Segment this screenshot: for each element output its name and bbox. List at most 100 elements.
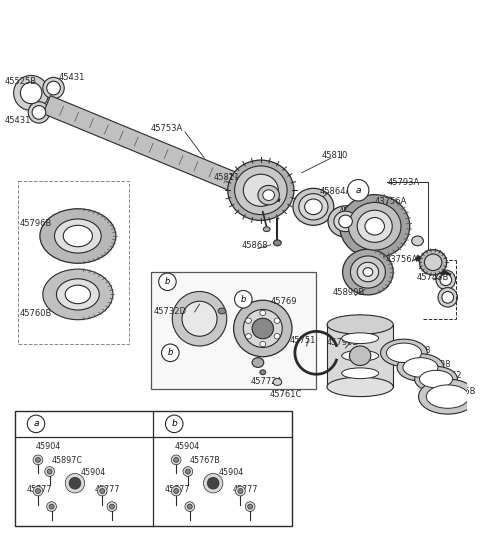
Ellipse shape — [97, 486, 107, 496]
Ellipse shape — [45, 467, 55, 477]
Text: 45904: 45904 — [174, 442, 200, 452]
Ellipse shape — [33, 455, 43, 465]
Ellipse shape — [174, 489, 179, 494]
Ellipse shape — [363, 268, 373, 276]
Ellipse shape — [21, 82, 42, 104]
Text: 45753A: 45753A — [151, 124, 183, 133]
Circle shape — [162, 344, 179, 361]
Ellipse shape — [49, 504, 54, 509]
Ellipse shape — [274, 334, 280, 339]
Circle shape — [235, 290, 252, 308]
Ellipse shape — [245, 502, 255, 512]
Text: 45904: 45904 — [36, 442, 61, 452]
Ellipse shape — [274, 240, 281, 246]
Ellipse shape — [252, 318, 274, 339]
Text: 45868: 45868 — [241, 241, 268, 250]
Ellipse shape — [438, 288, 457, 307]
Ellipse shape — [328, 206, 363, 237]
Ellipse shape — [172, 292, 227, 346]
Ellipse shape — [69, 477, 81, 489]
Ellipse shape — [28, 102, 49, 123]
Ellipse shape — [218, 308, 226, 314]
Ellipse shape — [334, 211, 357, 232]
Ellipse shape — [248, 504, 252, 509]
Text: 45777: 45777 — [26, 485, 52, 494]
Ellipse shape — [342, 333, 379, 343]
Ellipse shape — [436, 270, 456, 289]
Ellipse shape — [293, 188, 334, 225]
Text: 45636B: 45636B — [444, 387, 476, 396]
Ellipse shape — [182, 301, 217, 336]
Ellipse shape — [420, 370, 453, 388]
Text: a: a — [355, 186, 361, 195]
Ellipse shape — [386, 343, 421, 363]
Ellipse shape — [357, 262, 379, 282]
Polygon shape — [43, 96, 274, 206]
Bar — [327, 324, 393, 387]
Ellipse shape — [252, 358, 264, 367]
Text: 45743B: 45743B — [417, 273, 449, 282]
Bar — [14, 411, 292, 526]
Text: 45811: 45811 — [214, 173, 240, 182]
Text: a: a — [33, 419, 39, 429]
Text: 45732D: 45732D — [154, 307, 187, 316]
Ellipse shape — [424, 254, 442, 271]
Ellipse shape — [236, 486, 245, 496]
Ellipse shape — [43, 78, 64, 99]
Ellipse shape — [243, 174, 278, 206]
Text: 45772A: 45772A — [251, 377, 283, 386]
Ellipse shape — [234, 300, 292, 357]
Text: 45525B: 45525B — [5, 78, 37, 86]
Ellipse shape — [263, 227, 270, 232]
Ellipse shape — [357, 210, 392, 242]
Ellipse shape — [348, 203, 401, 250]
Ellipse shape — [55, 219, 101, 253]
Ellipse shape — [228, 160, 294, 221]
Ellipse shape — [47, 469, 52, 474]
Ellipse shape — [100, 489, 105, 494]
Bar — [17, 181, 130, 344]
Ellipse shape — [299, 194, 328, 220]
Ellipse shape — [274, 318, 280, 323]
Ellipse shape — [403, 358, 438, 377]
Ellipse shape — [260, 341, 266, 347]
Text: 45769: 45769 — [271, 298, 297, 306]
Ellipse shape — [246, 318, 252, 323]
Ellipse shape — [412, 236, 423, 246]
Text: 45796B: 45796B — [20, 219, 52, 228]
Text: 45761C: 45761C — [270, 390, 302, 399]
Ellipse shape — [65, 285, 91, 304]
Text: 43756A: 43756A — [385, 256, 418, 264]
Ellipse shape — [273, 378, 282, 385]
Text: 45790B: 45790B — [327, 338, 359, 347]
Ellipse shape — [185, 502, 195, 512]
Ellipse shape — [47, 502, 57, 512]
Text: 43756A: 43756A — [375, 197, 407, 206]
Ellipse shape — [107, 502, 117, 512]
Text: 45793A: 45793A — [387, 177, 420, 187]
Text: 45904: 45904 — [81, 468, 106, 477]
Ellipse shape — [207, 477, 219, 489]
Text: 45751: 45751 — [290, 336, 316, 345]
Ellipse shape — [426, 385, 469, 408]
Ellipse shape — [36, 489, 40, 494]
Text: 45662: 45662 — [436, 371, 463, 381]
Ellipse shape — [36, 458, 40, 462]
Text: 45777: 45777 — [165, 485, 190, 494]
Circle shape — [159, 273, 176, 290]
Ellipse shape — [365, 217, 384, 235]
Ellipse shape — [442, 292, 454, 303]
Text: 45777: 45777 — [95, 485, 120, 494]
Ellipse shape — [63, 225, 93, 247]
Text: 45431: 45431 — [5, 116, 31, 125]
Ellipse shape — [340, 195, 410, 258]
Ellipse shape — [327, 315, 393, 334]
Ellipse shape — [235, 166, 287, 215]
Text: 45760B: 45760B — [20, 309, 52, 318]
Ellipse shape — [305, 199, 322, 215]
Ellipse shape — [187, 504, 192, 509]
Text: 45904: 45904 — [219, 468, 244, 477]
Ellipse shape — [258, 186, 279, 205]
Ellipse shape — [419, 379, 477, 414]
Ellipse shape — [260, 370, 266, 375]
